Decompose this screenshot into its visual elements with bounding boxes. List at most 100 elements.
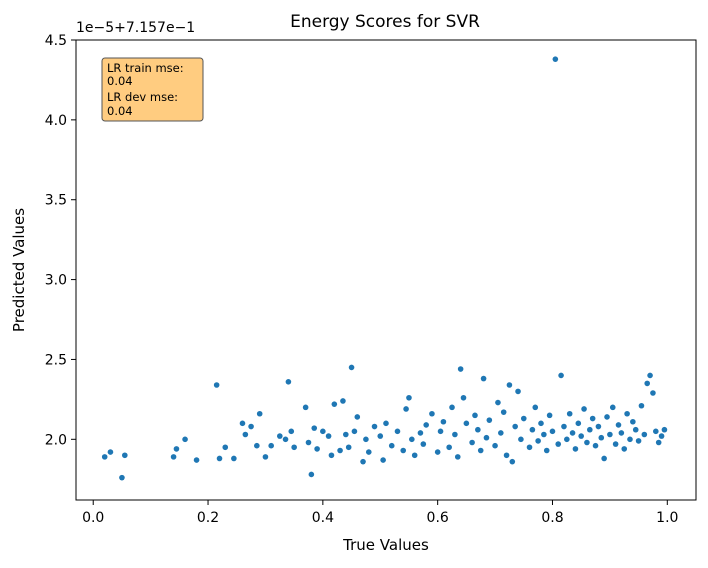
- scatter-point: [446, 444, 452, 451]
- scatter-point: [351, 428, 358, 435]
- scatter-point: [457, 366, 464, 372]
- scatter-point: [331, 401, 338, 407]
- scatter-point: [650, 390, 656, 396]
- scatter-point: [411, 452, 418, 459]
- scatter-point: [486, 417, 493, 423]
- scatter-point: [587, 426, 593, 433]
- scatter-point: [216, 455, 223, 462]
- scatter-point: [343, 431, 349, 438]
- x-tick-label: 0.0: [82, 510, 104, 526]
- scatter-point: [601, 455, 607, 462]
- y-tick-label: 4.0: [45, 113, 67, 129]
- scatter-point: [452, 431, 458, 438]
- scatter-point: [285, 379, 292, 385]
- x-tick-label: 0.2: [197, 510, 219, 526]
- scatter-point: [449, 404, 455, 411]
- scatter-point: [460, 394, 467, 401]
- scatter-point: [383, 420, 389, 427]
- scatter-point: [360, 458, 366, 465]
- scatter-point: [454, 454, 461, 460]
- scatter-point: [480, 375, 487, 382]
- scatter-point: [515, 388, 521, 395]
- y-axis-ticks: 2.0 2.5 3.0 3.5 4.0 4.5: [45, 33, 76, 448]
- scatter-point: [248, 423, 254, 430]
- plot-area-frame: [75, 39, 697, 501]
- y-tick-label: 2.0: [45, 432, 67, 448]
- y-tick-label: 3.5: [45, 193, 67, 209]
- scatter-point: [107, 449, 114, 455]
- scatter-point: [429, 410, 435, 417]
- x-tick-label: 0.8: [541, 510, 563, 526]
- scatter-point: [377, 433, 384, 439]
- data-points: [101, 56, 668, 481]
- scatter-point: [581, 406, 587, 412]
- scatter-point: [182, 436, 188, 443]
- scatter-point: [635, 438, 642, 444]
- scatter-point: [498, 430, 504, 436]
- scatter-point: [512, 423, 518, 430]
- scatter-point: [558, 372, 564, 379]
- scatter-point: [621, 446, 628, 452]
- scatter-point: [506, 382, 513, 388]
- scatter-point: [589, 415, 596, 422]
- scatter-point: [406, 394, 412, 401]
- scatter-point: [624, 410, 630, 417]
- mse-annotation-box: LR train mse: 0.04 LR dev mse: 0.04: [101, 57, 204, 122]
- scatter-point: [328, 452, 335, 459]
- annotation-background: [101, 57, 204, 122]
- scatter-point: [409, 436, 415, 443]
- scatter-point: [173, 446, 180, 452]
- scatter-point: [535, 438, 541, 444]
- scatter-point: [193, 457, 200, 463]
- scatter-point: [420, 441, 427, 447]
- scatter-point: [475, 426, 481, 433]
- scatter-point: [371, 423, 378, 430]
- scatter-point: [520, 415, 527, 422]
- scatter-point: [472, 412, 478, 419]
- scatter-point: [607, 431, 613, 438]
- scatter-point: [354, 414, 361, 420]
- scatter-point: [239, 420, 246, 427]
- scatter-point: [572, 446, 579, 452]
- scatter-point: [618, 430, 625, 436]
- annotation-line-2: 0.04: [107, 74, 133, 88]
- scatter-point: [526, 444, 533, 451]
- scatter-point: [213, 382, 220, 388]
- scatter-point: [564, 436, 570, 443]
- scatter-point: [641, 431, 648, 438]
- scatter-point: [305, 439, 312, 446]
- scatter-point: [268, 442, 274, 449]
- scatter-point: [437, 428, 444, 435]
- scatter-point: [566, 410, 573, 417]
- scatter-point: [644, 380, 650, 387]
- scatter-point: [311, 425, 318, 431]
- x-axis-ticks: 0.0 0.2 0.4 0.6 0.8 1.0: [82, 500, 678, 526]
- scatter-point: [518, 436, 524, 443]
- scatter-point: [277, 433, 283, 439]
- x-axis-label: True Values: [342, 536, 429, 554]
- scatter-point: [549, 428, 556, 435]
- scatter-point: [592, 442, 599, 449]
- scatter-point: [500, 409, 507, 415]
- scatter-point: [638, 402, 645, 409]
- scatter-point: [320, 428, 326, 435]
- scatter-point: [647, 372, 653, 379]
- annotation-line-3: LR dev mse:: [107, 90, 178, 104]
- scatter-point: [575, 420, 582, 427]
- scatter-point: [363, 436, 369, 443]
- annotation-line-4: 0.04: [107, 104, 133, 118]
- scatter-point: [483, 434, 490, 441]
- scatter-point: [555, 441, 562, 447]
- annotation-line-1: LR train mse:: [107, 61, 184, 75]
- scatter-point: [578, 433, 584, 439]
- scatter-point: [569, 430, 576, 436]
- scatter-point: [119, 474, 125, 481]
- scatter-point: [345, 444, 352, 451]
- scatter-point: [463, 420, 470, 427]
- scatter-point: [262, 454, 269, 460]
- scatter-point: [242, 431, 249, 438]
- scatter-point: [627, 436, 633, 443]
- scatter-point: [655, 439, 662, 446]
- scatter-point: [314, 446, 320, 452]
